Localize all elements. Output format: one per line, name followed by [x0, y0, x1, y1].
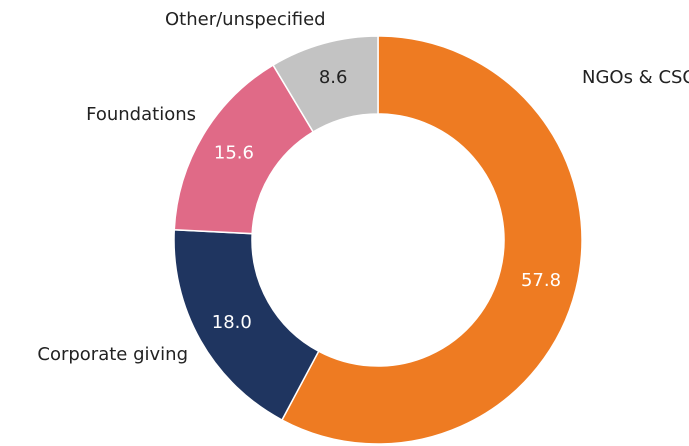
- value-label: 57.8: [521, 270, 561, 291]
- donut-slice: [280, 35, 583, 445]
- category-label: Other/unspecified: [165, 9, 326, 30]
- category-label: NGOs & CSOs: [582, 67, 689, 88]
- donut-slice: [272, 35, 379, 133]
- value-label: 15.6: [214, 143, 254, 164]
- value-label: 18.0: [212, 312, 252, 333]
- category-label: Foundations: [86, 104, 196, 125]
- value-label: 8.6: [319, 67, 348, 88]
- category-label: Corporate giving: [37, 344, 188, 365]
